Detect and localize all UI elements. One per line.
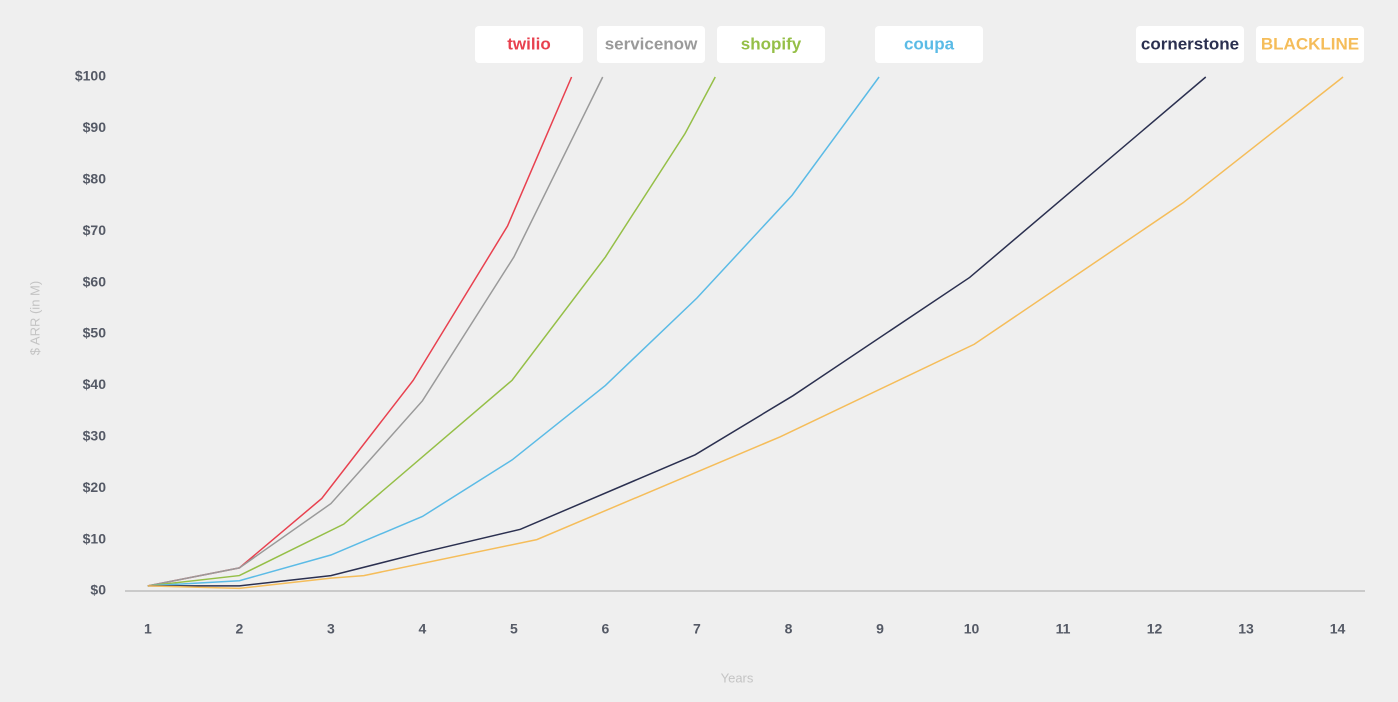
x-tick: 8: [785, 621, 793, 637]
series-line: [147, 76, 1344, 590]
legend-box: [875, 26, 983, 63]
x-tick-label: 3: [327, 621, 335, 637]
series-line: [147, 76, 880, 587]
y-tick-label: $30: [83, 428, 107, 444]
series-line: [147, 76, 1207, 587]
x-tick: 9: [876, 621, 884, 637]
y-tick: $90: [83, 119, 107, 135]
x-tick-label: 4: [419, 621, 427, 637]
x-tick-label: 2: [235, 621, 243, 637]
legend-label: servicenow: [605, 34, 698, 53]
x-tick: 6: [602, 621, 610, 637]
x-tick-label: 13: [1238, 621, 1254, 637]
y-tick-label: $70: [83, 222, 107, 238]
legend-label: twilio: [507, 34, 550, 53]
y-tick: $10: [83, 530, 107, 546]
x-tick-label: 12: [1147, 621, 1163, 637]
series-line: [147, 76, 604, 587]
x-tick-label: 10: [964, 621, 980, 637]
y-tick-label: $60: [83, 273, 107, 289]
legend-box: [1256, 26, 1364, 63]
x-tick: 11: [1056, 621, 1071, 637]
legend-box: [475, 26, 583, 63]
legend-label: coupa: [904, 34, 955, 53]
x-tick: 12: [1147, 621, 1163, 637]
y-tick-label: $90: [83, 119, 107, 135]
x-tick-label: 14: [1330, 621, 1346, 637]
y-tick: $60: [83, 273, 107, 289]
x-tick-label: 6: [602, 621, 610, 637]
legend-label: BLACKLINE: [1261, 34, 1359, 53]
x-tick-label: 7: [693, 621, 701, 637]
legend-item: BLACKLINE: [1256, 26, 1364, 63]
legend-item: servicenow: [597, 26, 705, 63]
x-tick: 4: [419, 621, 427, 637]
x-tick: 1: [144, 621, 152, 637]
x-tick: 3: [327, 621, 335, 637]
y-tick-label: $40: [83, 376, 107, 392]
y-tick: $100: [75, 68, 106, 84]
legend-box: [717, 26, 825, 63]
y-tick: $40: [83, 376, 107, 392]
y-tick: $80: [83, 171, 107, 187]
x-tick-label: 1: [144, 621, 152, 637]
x-tick-label: 11: [1056, 621, 1071, 637]
y-tick-label: $0: [90, 582, 106, 598]
legend-label: cornerstone: [1141, 34, 1239, 53]
legend-item: coupa: [875, 26, 983, 63]
y-tick-label: $50: [83, 325, 107, 341]
x-tick: 13: [1238, 621, 1254, 637]
y-tick-label: $100: [75, 68, 106, 84]
y-tick: $30: [83, 428, 107, 444]
x-tick: 10: [964, 621, 980, 637]
y-tick: $70: [83, 222, 107, 238]
x-tick-label: 5: [510, 621, 518, 637]
legend-label: shopify: [741, 34, 802, 53]
legend-item: shopify: [717, 26, 825, 63]
y-tick-label: $80: [83, 171, 107, 187]
x-tick-label: 8: [785, 621, 793, 637]
legend-box: [1136, 26, 1244, 63]
x-tick: 2: [235, 621, 243, 637]
x-axis-label: Years: [721, 670, 754, 685]
x-tick-label: 9: [876, 621, 884, 637]
x-tick: 5: [510, 621, 518, 637]
legend-box: [597, 26, 705, 63]
y-tick: $20: [83, 479, 107, 495]
series-line: [147, 76, 716, 587]
x-tick: 14: [1330, 621, 1346, 637]
y-tick: $0: [90, 582, 106, 598]
y-tick-label: $10: [83, 530, 107, 546]
legend-item: cornerstone: [1136, 26, 1244, 63]
y-axis-label: $ ARR (in M): [27, 281, 42, 355]
y-tick-label: $20: [83, 479, 107, 495]
y-tick: $50: [83, 325, 107, 341]
x-tick: 7: [693, 621, 701, 637]
legend-item: twilio: [475, 26, 583, 63]
